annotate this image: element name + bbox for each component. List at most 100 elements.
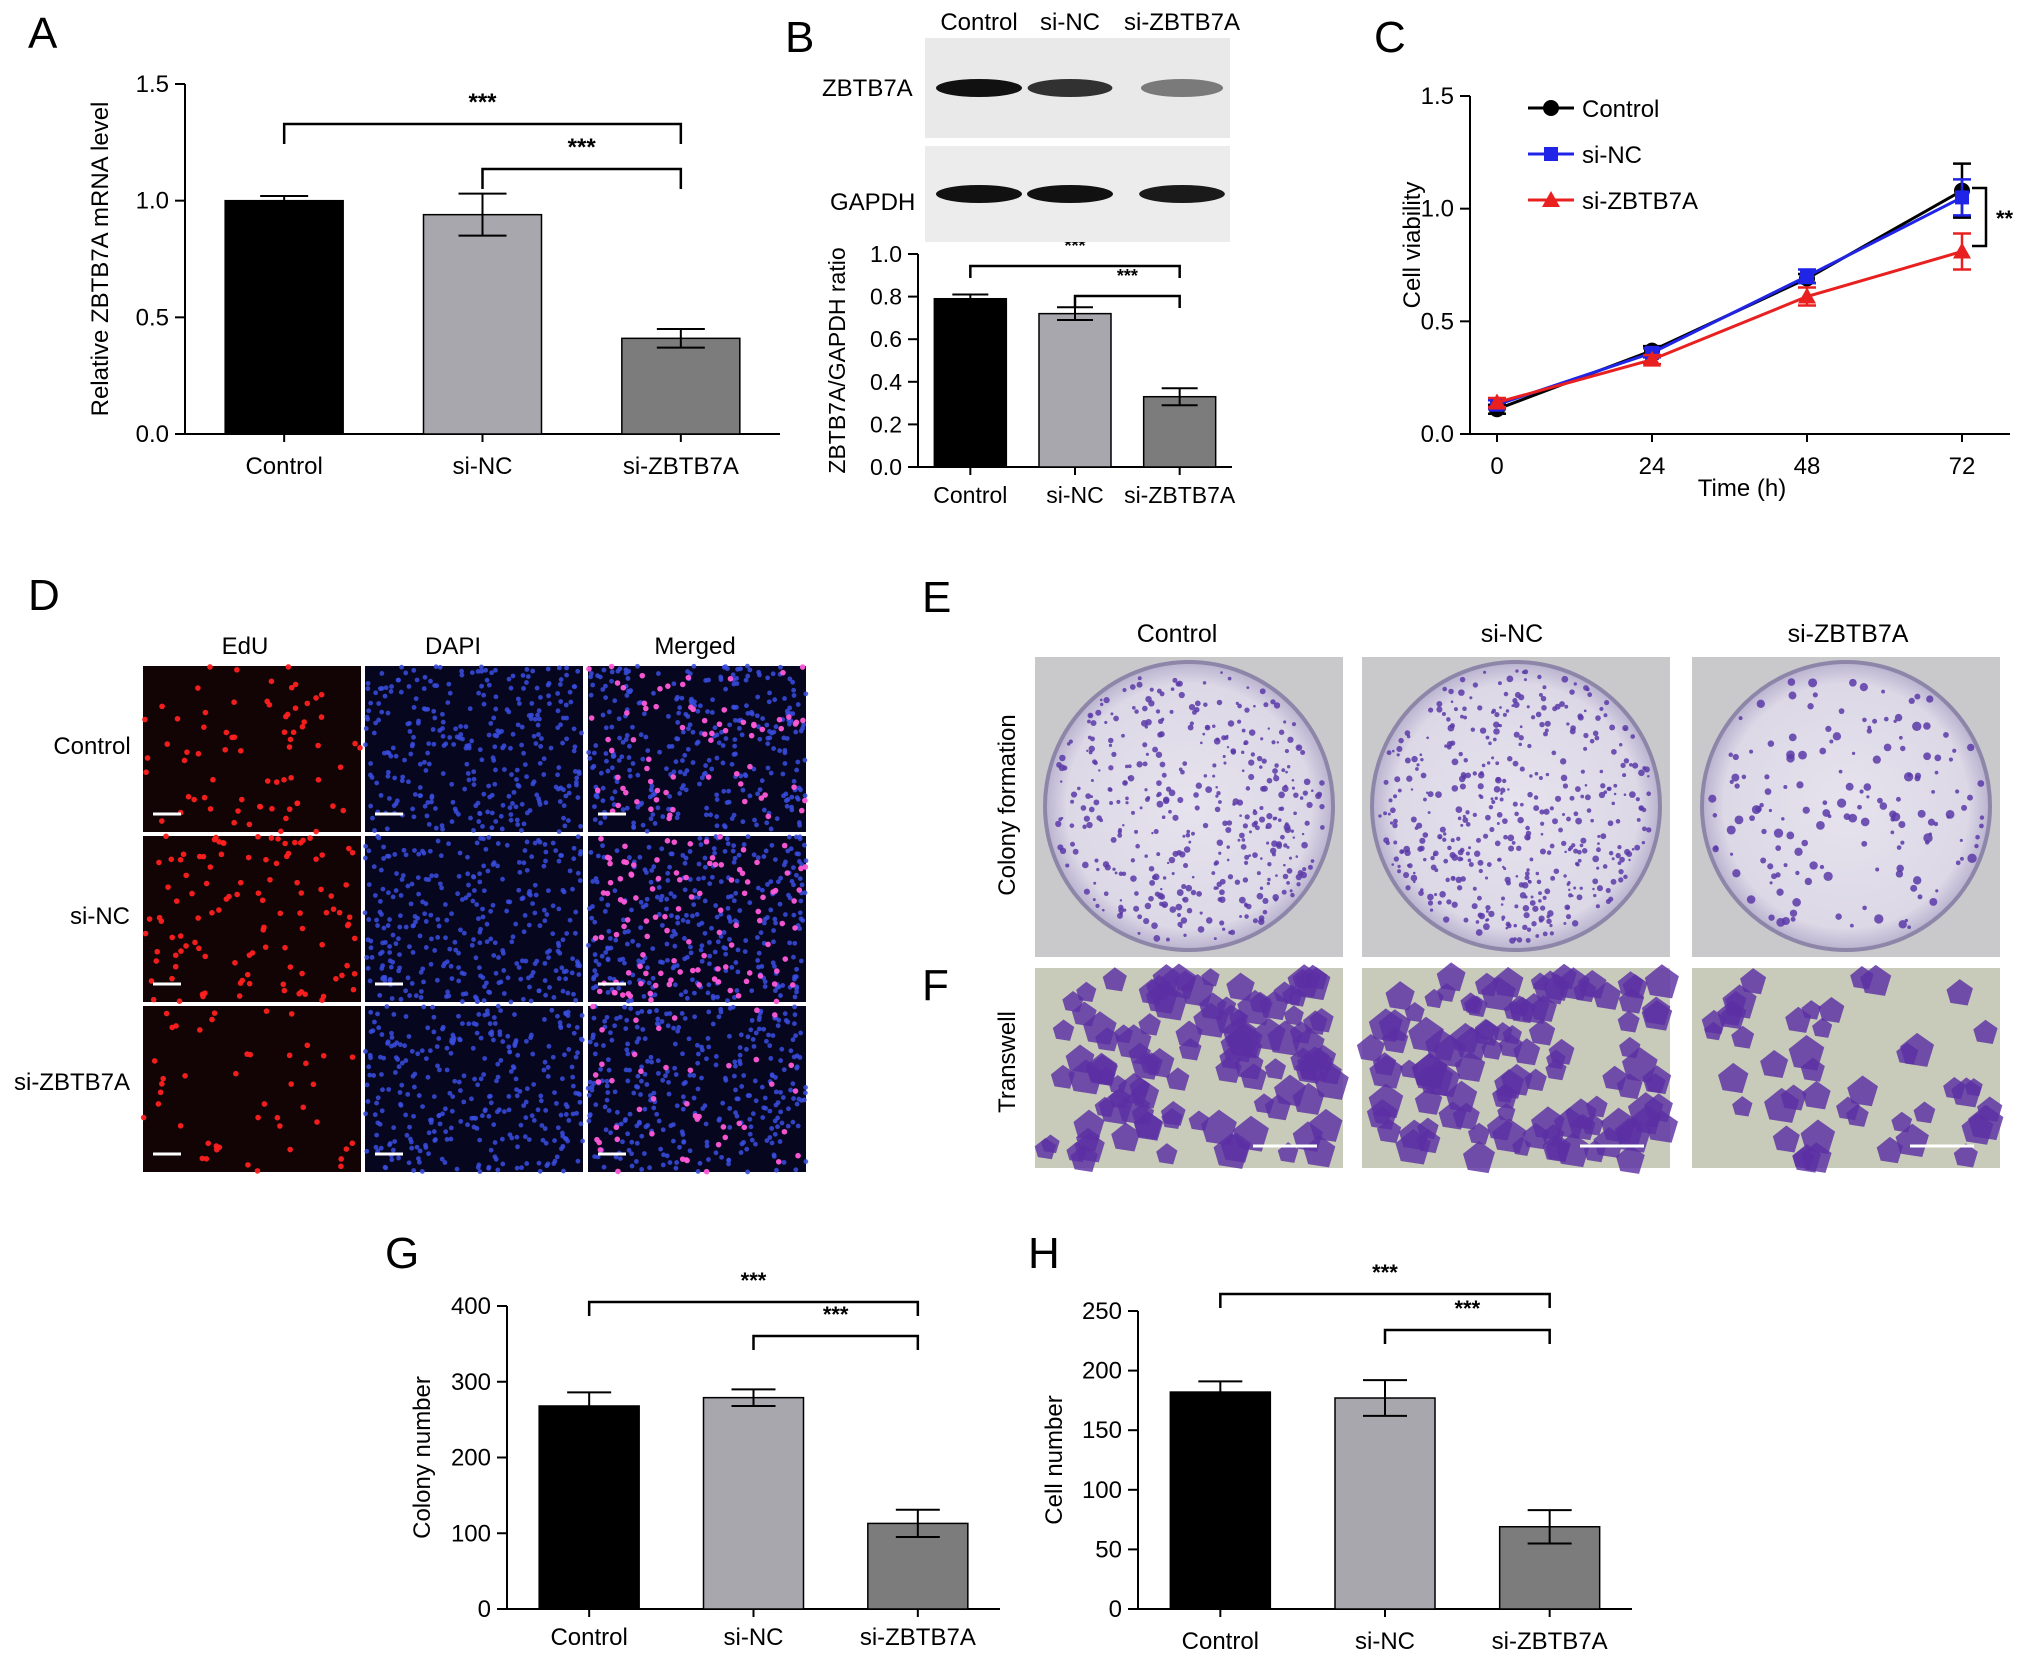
dapi-nucleus bbox=[612, 789, 618, 795]
dapi-nucleus bbox=[486, 783, 492, 789]
dapi-nucleus bbox=[673, 759, 679, 765]
dapi-nucleus bbox=[745, 1034, 751, 1040]
colony bbox=[1538, 899, 1542, 903]
migrated-cell bbox=[1780, 1084, 1807, 1111]
dapi-nucleus bbox=[797, 876, 803, 881]
edu-nucleus bbox=[176, 998, 183, 1004]
dapi-nucleus bbox=[666, 1091, 672, 1097]
dapi-nucleus bbox=[406, 1034, 412, 1039]
dapi-nucleus bbox=[542, 1059, 548, 1065]
dapi-nucleus bbox=[699, 943, 705, 949]
significance-stars: *** bbox=[1117, 266, 1138, 286]
dapi-nucleus bbox=[725, 894, 731, 900]
colony bbox=[1383, 837, 1390, 844]
dapi-nucleus bbox=[560, 1143, 566, 1149]
dapi-nucleus bbox=[379, 966, 385, 971]
edu-nucleus bbox=[349, 849, 356, 856]
dapi-nucleus bbox=[712, 850, 718, 856]
edu-nucleus bbox=[357, 745, 363, 751]
dapi-nucleus bbox=[675, 811, 681, 817]
dapi-nucleus bbox=[726, 799, 732, 805]
dapi-nucleus bbox=[447, 946, 453, 952]
dapi-nucleus bbox=[765, 882, 770, 887]
dapi-nucleus bbox=[674, 915, 680, 920]
dapi-nucleus bbox=[504, 842, 510, 848]
colony bbox=[1256, 892, 1264, 900]
edu-nucleus bbox=[594, 787, 601, 794]
dapi-nucleus bbox=[788, 1048, 794, 1054]
dapi-nucleus bbox=[712, 949, 718, 955]
dapi-nucleus bbox=[747, 667, 753, 673]
dapi-nucleus bbox=[631, 1090, 637, 1096]
dapi-nucleus bbox=[612, 1089, 618, 1095]
colony bbox=[1118, 907, 1125, 914]
y-tick-label: 1.0 bbox=[1421, 196, 1454, 223]
y-tick-label: 200 bbox=[451, 1445, 491, 1472]
dapi-nucleus bbox=[487, 1021, 493, 1027]
dapi-nucleus bbox=[612, 698, 618, 704]
dapi-nucleus bbox=[530, 901, 535, 906]
migrated-cell bbox=[1201, 1109, 1237, 1146]
dapi-nucleus bbox=[423, 876, 429, 882]
dapi-nucleus bbox=[499, 1136, 505, 1142]
dapi-nucleus bbox=[371, 864, 377, 870]
edu-nucleus bbox=[628, 871, 634, 878]
edu-nucleus bbox=[671, 957, 677, 964]
dapi-nucleus bbox=[694, 1042, 700, 1048]
migrated-cell bbox=[1721, 1004, 1743, 1026]
edu-nucleus bbox=[715, 966, 721, 972]
dapi-nucleus bbox=[745, 663, 750, 669]
dapi-nucleus bbox=[785, 1123, 791, 1129]
dapi-nucleus bbox=[661, 1152, 666, 1158]
dapi-nucleus bbox=[672, 982, 678, 988]
dapi-nucleus bbox=[391, 1012, 397, 1017]
dapi-nucleus bbox=[466, 882, 471, 888]
dapi-nucleus bbox=[789, 794, 795, 800]
colony bbox=[1213, 937, 1217, 941]
colony bbox=[1262, 897, 1269, 905]
colony bbox=[1132, 706, 1136, 710]
dapi-nucleus bbox=[760, 716, 766, 721]
dapi-nucleus bbox=[370, 1028, 376, 1034]
edu-nucleus bbox=[155, 1101, 162, 1107]
dapi-nucleus bbox=[511, 789, 517, 795]
dapi-nucleus bbox=[672, 943, 678, 949]
dapi-nucleus bbox=[677, 769, 683, 775]
colony bbox=[1259, 765, 1263, 769]
dapi-nucleus bbox=[695, 1086, 701, 1092]
dapi-nucleus bbox=[407, 1124, 412, 1130]
colony bbox=[1437, 900, 1442, 905]
colony bbox=[1291, 786, 1296, 790]
dapi-nucleus bbox=[469, 738, 475, 744]
colony bbox=[1459, 857, 1464, 861]
dapi-nucleus bbox=[772, 857, 778, 863]
dapi-nucleus bbox=[484, 980, 489, 986]
dapi-nucleus bbox=[602, 815, 608, 820]
dapi-nucleus bbox=[705, 1035, 711, 1041]
colony bbox=[1417, 846, 1424, 852]
dapi-nucleus bbox=[514, 961, 520, 966]
dapi-nucleus bbox=[449, 781, 455, 787]
dapi-nucleus bbox=[687, 849, 693, 854]
dapi-nucleus bbox=[739, 732, 745, 738]
colony bbox=[1095, 709, 1102, 716]
significance-stars: *** bbox=[1454, 1296, 1480, 1321]
dapi-nucleus bbox=[440, 733, 446, 739]
colony bbox=[1712, 845, 1719, 853]
dapi-nucleus bbox=[488, 1100, 494, 1106]
colony bbox=[1082, 861, 1089, 869]
colony bbox=[1302, 867, 1307, 872]
colony bbox=[1914, 693, 1921, 700]
edu-nucleus bbox=[218, 851, 225, 858]
colony bbox=[1809, 861, 1818, 870]
dapi-nucleus bbox=[379, 911, 384, 917]
colony bbox=[1592, 730, 1599, 737]
dapi-nucleus bbox=[759, 887, 765, 893]
colony bbox=[1895, 796, 1901, 802]
dapi-nucleus bbox=[740, 787, 746, 793]
dapi-nucleus bbox=[573, 997, 579, 1003]
dapi-nucleus bbox=[555, 725, 561, 731]
migrated-cell bbox=[1292, 1121, 1324, 1152]
dapi-nucleus bbox=[649, 1059, 654, 1065]
dapi-nucleus bbox=[644, 828, 650, 834]
